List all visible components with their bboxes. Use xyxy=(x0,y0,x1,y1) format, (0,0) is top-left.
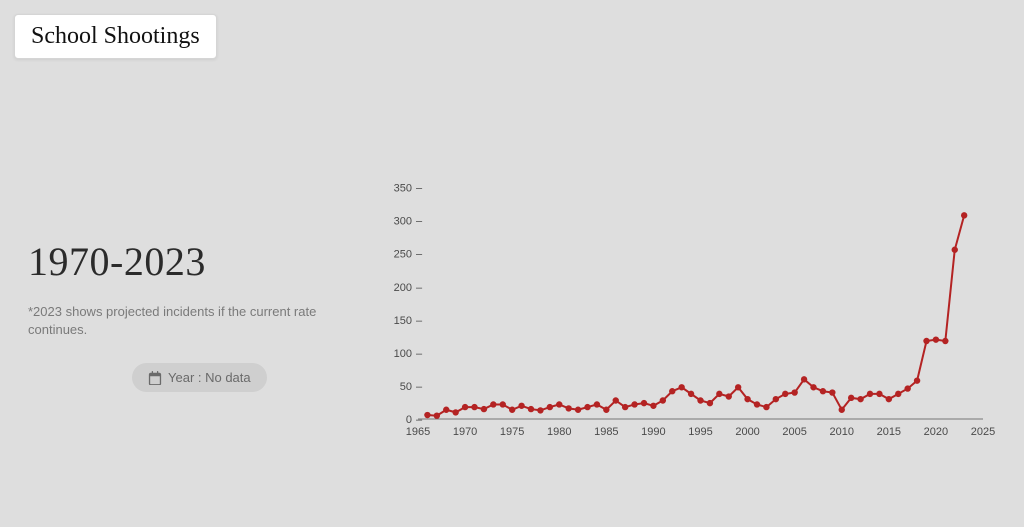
svg-text:–: – xyxy=(416,249,423,261)
data-point[interactable] xyxy=(735,384,741,390)
svg-text:1980: 1980 xyxy=(547,426,571,438)
svg-text:2000: 2000 xyxy=(735,426,759,438)
svg-text:0: 0 xyxy=(406,414,412,426)
data-point[interactable] xyxy=(678,384,684,390)
data-point[interactable] xyxy=(904,385,910,391)
svg-text:–: – xyxy=(416,315,423,327)
shootings-line-chart: 0–50–100–150–200–250–300–350–19651970197… xyxy=(370,175,1000,455)
data-point[interactable] xyxy=(565,405,571,411)
svg-text:1990: 1990 xyxy=(641,426,665,438)
data-point[interactable] xyxy=(613,397,619,403)
svg-text:1995: 1995 xyxy=(688,426,712,438)
projection-footnote: *2023 shows projected incidents if the c… xyxy=(28,303,328,339)
data-point[interactable] xyxy=(500,401,506,407)
data-point[interactable] xyxy=(452,409,458,415)
data-point[interactable] xyxy=(801,376,807,382)
data-point[interactable] xyxy=(481,406,487,412)
data-point[interactable] xyxy=(547,404,553,410)
data-point[interactable] xyxy=(537,407,543,413)
data-point[interactable] xyxy=(886,396,892,402)
data-point[interactable] xyxy=(791,389,797,395)
data-point[interactable] xyxy=(669,388,675,394)
svg-text:–: – xyxy=(416,216,423,228)
svg-text:2025: 2025 xyxy=(971,426,995,438)
data-point[interactable] xyxy=(556,401,562,407)
data-point[interactable] xyxy=(763,404,769,410)
svg-text:150: 150 xyxy=(394,315,412,327)
data-point[interactable] xyxy=(594,401,600,407)
info-panel: 1970-2023 *2023 shows projected incident… xyxy=(28,238,328,392)
data-point[interactable] xyxy=(961,212,967,218)
data-point[interactable] xyxy=(434,412,440,418)
svg-text:–: – xyxy=(416,414,423,426)
svg-text:250: 250 xyxy=(394,249,412,261)
data-point[interactable] xyxy=(942,338,948,344)
data-point[interactable] xyxy=(829,389,835,395)
data-point[interactable] xyxy=(707,400,713,406)
data-point[interactable] xyxy=(726,393,732,399)
svg-text:1975: 1975 xyxy=(500,426,524,438)
page-tab[interactable]: School Shootings xyxy=(14,14,217,59)
data-point[interactable] xyxy=(754,401,760,407)
svg-text:200: 200 xyxy=(394,282,412,294)
data-point[interactable] xyxy=(528,406,534,412)
data-point[interactable] xyxy=(575,407,581,413)
data-point[interactable] xyxy=(744,396,750,402)
svg-text:–: – xyxy=(416,282,423,294)
svg-text:1970: 1970 xyxy=(453,426,477,438)
data-point[interactable] xyxy=(641,400,647,406)
data-point[interactable] xyxy=(622,404,628,410)
data-point[interactable] xyxy=(820,388,826,394)
data-point[interactable] xyxy=(424,412,430,418)
page-tab-label: School Shootings xyxy=(31,23,200,49)
data-point[interactable] xyxy=(773,396,779,402)
data-point[interactable] xyxy=(810,384,816,390)
svg-text:2010: 2010 xyxy=(830,426,854,438)
data-point[interactable] xyxy=(697,397,703,403)
year-range-heading: 1970-2023 xyxy=(28,238,328,285)
data-point[interactable] xyxy=(716,391,722,397)
data-point[interactable] xyxy=(631,401,637,407)
svg-text:350: 350 xyxy=(394,183,412,195)
data-point[interactable] xyxy=(650,403,656,409)
data-point[interactable] xyxy=(867,391,873,397)
data-point[interactable] xyxy=(895,391,901,397)
svg-text:100: 100 xyxy=(394,348,412,360)
svg-text:1965: 1965 xyxy=(406,426,430,438)
svg-text:300: 300 xyxy=(394,216,412,228)
data-point[interactable] xyxy=(923,338,929,344)
data-point[interactable] xyxy=(584,404,590,410)
data-point[interactable] xyxy=(782,391,788,397)
data-point[interactable] xyxy=(443,407,449,413)
data-point[interactable] xyxy=(603,407,609,413)
svg-text:–: – xyxy=(416,348,423,360)
data-point[interactable] xyxy=(471,404,477,410)
data-point[interactable] xyxy=(933,336,939,342)
svg-text:2020: 2020 xyxy=(924,426,948,438)
svg-text:1985: 1985 xyxy=(594,426,618,438)
svg-text:50: 50 xyxy=(400,381,412,393)
data-point[interactable] xyxy=(848,395,854,401)
data-point[interactable] xyxy=(509,407,515,413)
data-point[interactable] xyxy=(876,391,882,397)
svg-text:2005: 2005 xyxy=(782,426,806,438)
year-status-text: Year : No data xyxy=(168,370,251,385)
data-point[interactable] xyxy=(660,397,666,403)
data-point[interactable] xyxy=(914,377,920,383)
calendar-icon xyxy=(148,371,162,385)
data-point[interactable] xyxy=(952,247,958,253)
svg-text:2015: 2015 xyxy=(877,426,901,438)
data-point[interactable] xyxy=(857,396,863,402)
data-point[interactable] xyxy=(688,391,694,397)
data-point[interactable] xyxy=(490,401,496,407)
data-point[interactable] xyxy=(839,407,845,413)
year-status-pill[interactable]: Year : No data xyxy=(132,363,267,392)
data-point[interactable] xyxy=(518,403,524,409)
svg-text:–: – xyxy=(416,183,423,195)
svg-text:–: – xyxy=(416,381,423,393)
data-point[interactable] xyxy=(462,404,468,410)
